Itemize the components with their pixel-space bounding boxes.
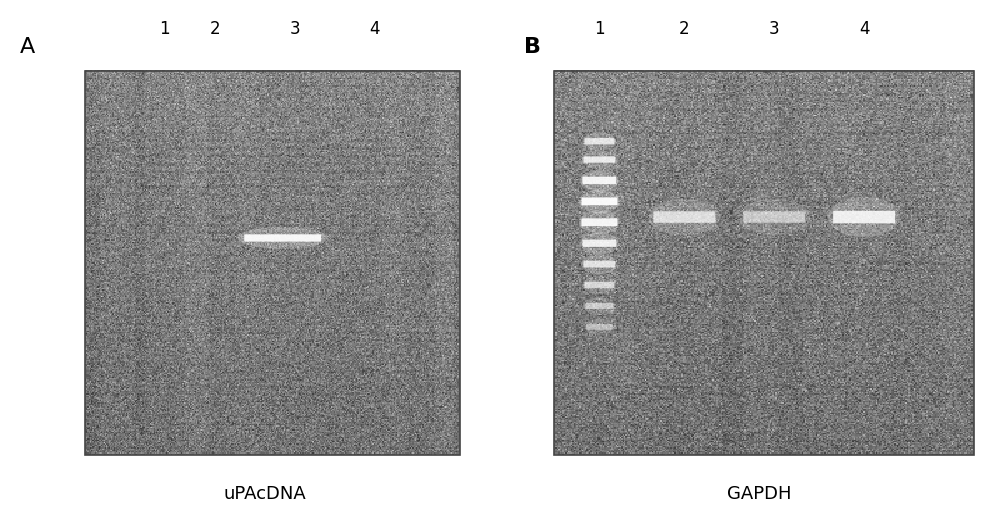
Text: 4: 4 — [370, 20, 380, 38]
Ellipse shape — [584, 319, 614, 335]
Ellipse shape — [583, 297, 615, 315]
Text: 3: 3 — [769, 20, 779, 38]
Ellipse shape — [828, 197, 900, 237]
Text: 2: 2 — [679, 20, 689, 38]
FancyBboxPatch shape — [833, 211, 895, 223]
FancyBboxPatch shape — [582, 177, 616, 184]
FancyBboxPatch shape — [583, 156, 615, 163]
FancyBboxPatch shape — [584, 282, 614, 288]
Text: 1: 1 — [594, 20, 604, 38]
Text: A: A — [20, 37, 35, 57]
FancyBboxPatch shape — [581, 219, 617, 226]
Ellipse shape — [579, 189, 619, 213]
Ellipse shape — [580, 169, 618, 191]
FancyBboxPatch shape — [585, 303, 613, 309]
Bar — [85, 71, 460, 455]
FancyBboxPatch shape — [584, 138, 614, 144]
FancyBboxPatch shape — [581, 197, 617, 205]
Text: uPAcDNA: uPAcDNA — [224, 485, 306, 503]
FancyBboxPatch shape — [585, 324, 613, 330]
Ellipse shape — [238, 227, 328, 249]
Text: B: B — [524, 37, 541, 57]
Ellipse shape — [579, 210, 619, 234]
Text: GAPDH: GAPDH — [727, 485, 791, 503]
Ellipse shape — [581, 254, 617, 274]
Ellipse shape — [648, 199, 720, 235]
Text: 4: 4 — [859, 20, 869, 38]
Text: 3: 3 — [290, 20, 300, 38]
Ellipse shape — [738, 199, 810, 235]
Ellipse shape — [581, 151, 617, 168]
Ellipse shape — [582, 276, 616, 294]
Ellipse shape — [580, 232, 618, 254]
Bar — [554, 71, 974, 455]
FancyBboxPatch shape — [582, 240, 616, 247]
Text: 1: 1 — [160, 20, 170, 38]
FancyBboxPatch shape — [244, 234, 321, 242]
FancyBboxPatch shape — [743, 211, 805, 223]
FancyBboxPatch shape — [653, 211, 715, 223]
Text: 2: 2 — [210, 20, 220, 38]
FancyBboxPatch shape — [583, 261, 615, 268]
Ellipse shape — [582, 132, 616, 151]
